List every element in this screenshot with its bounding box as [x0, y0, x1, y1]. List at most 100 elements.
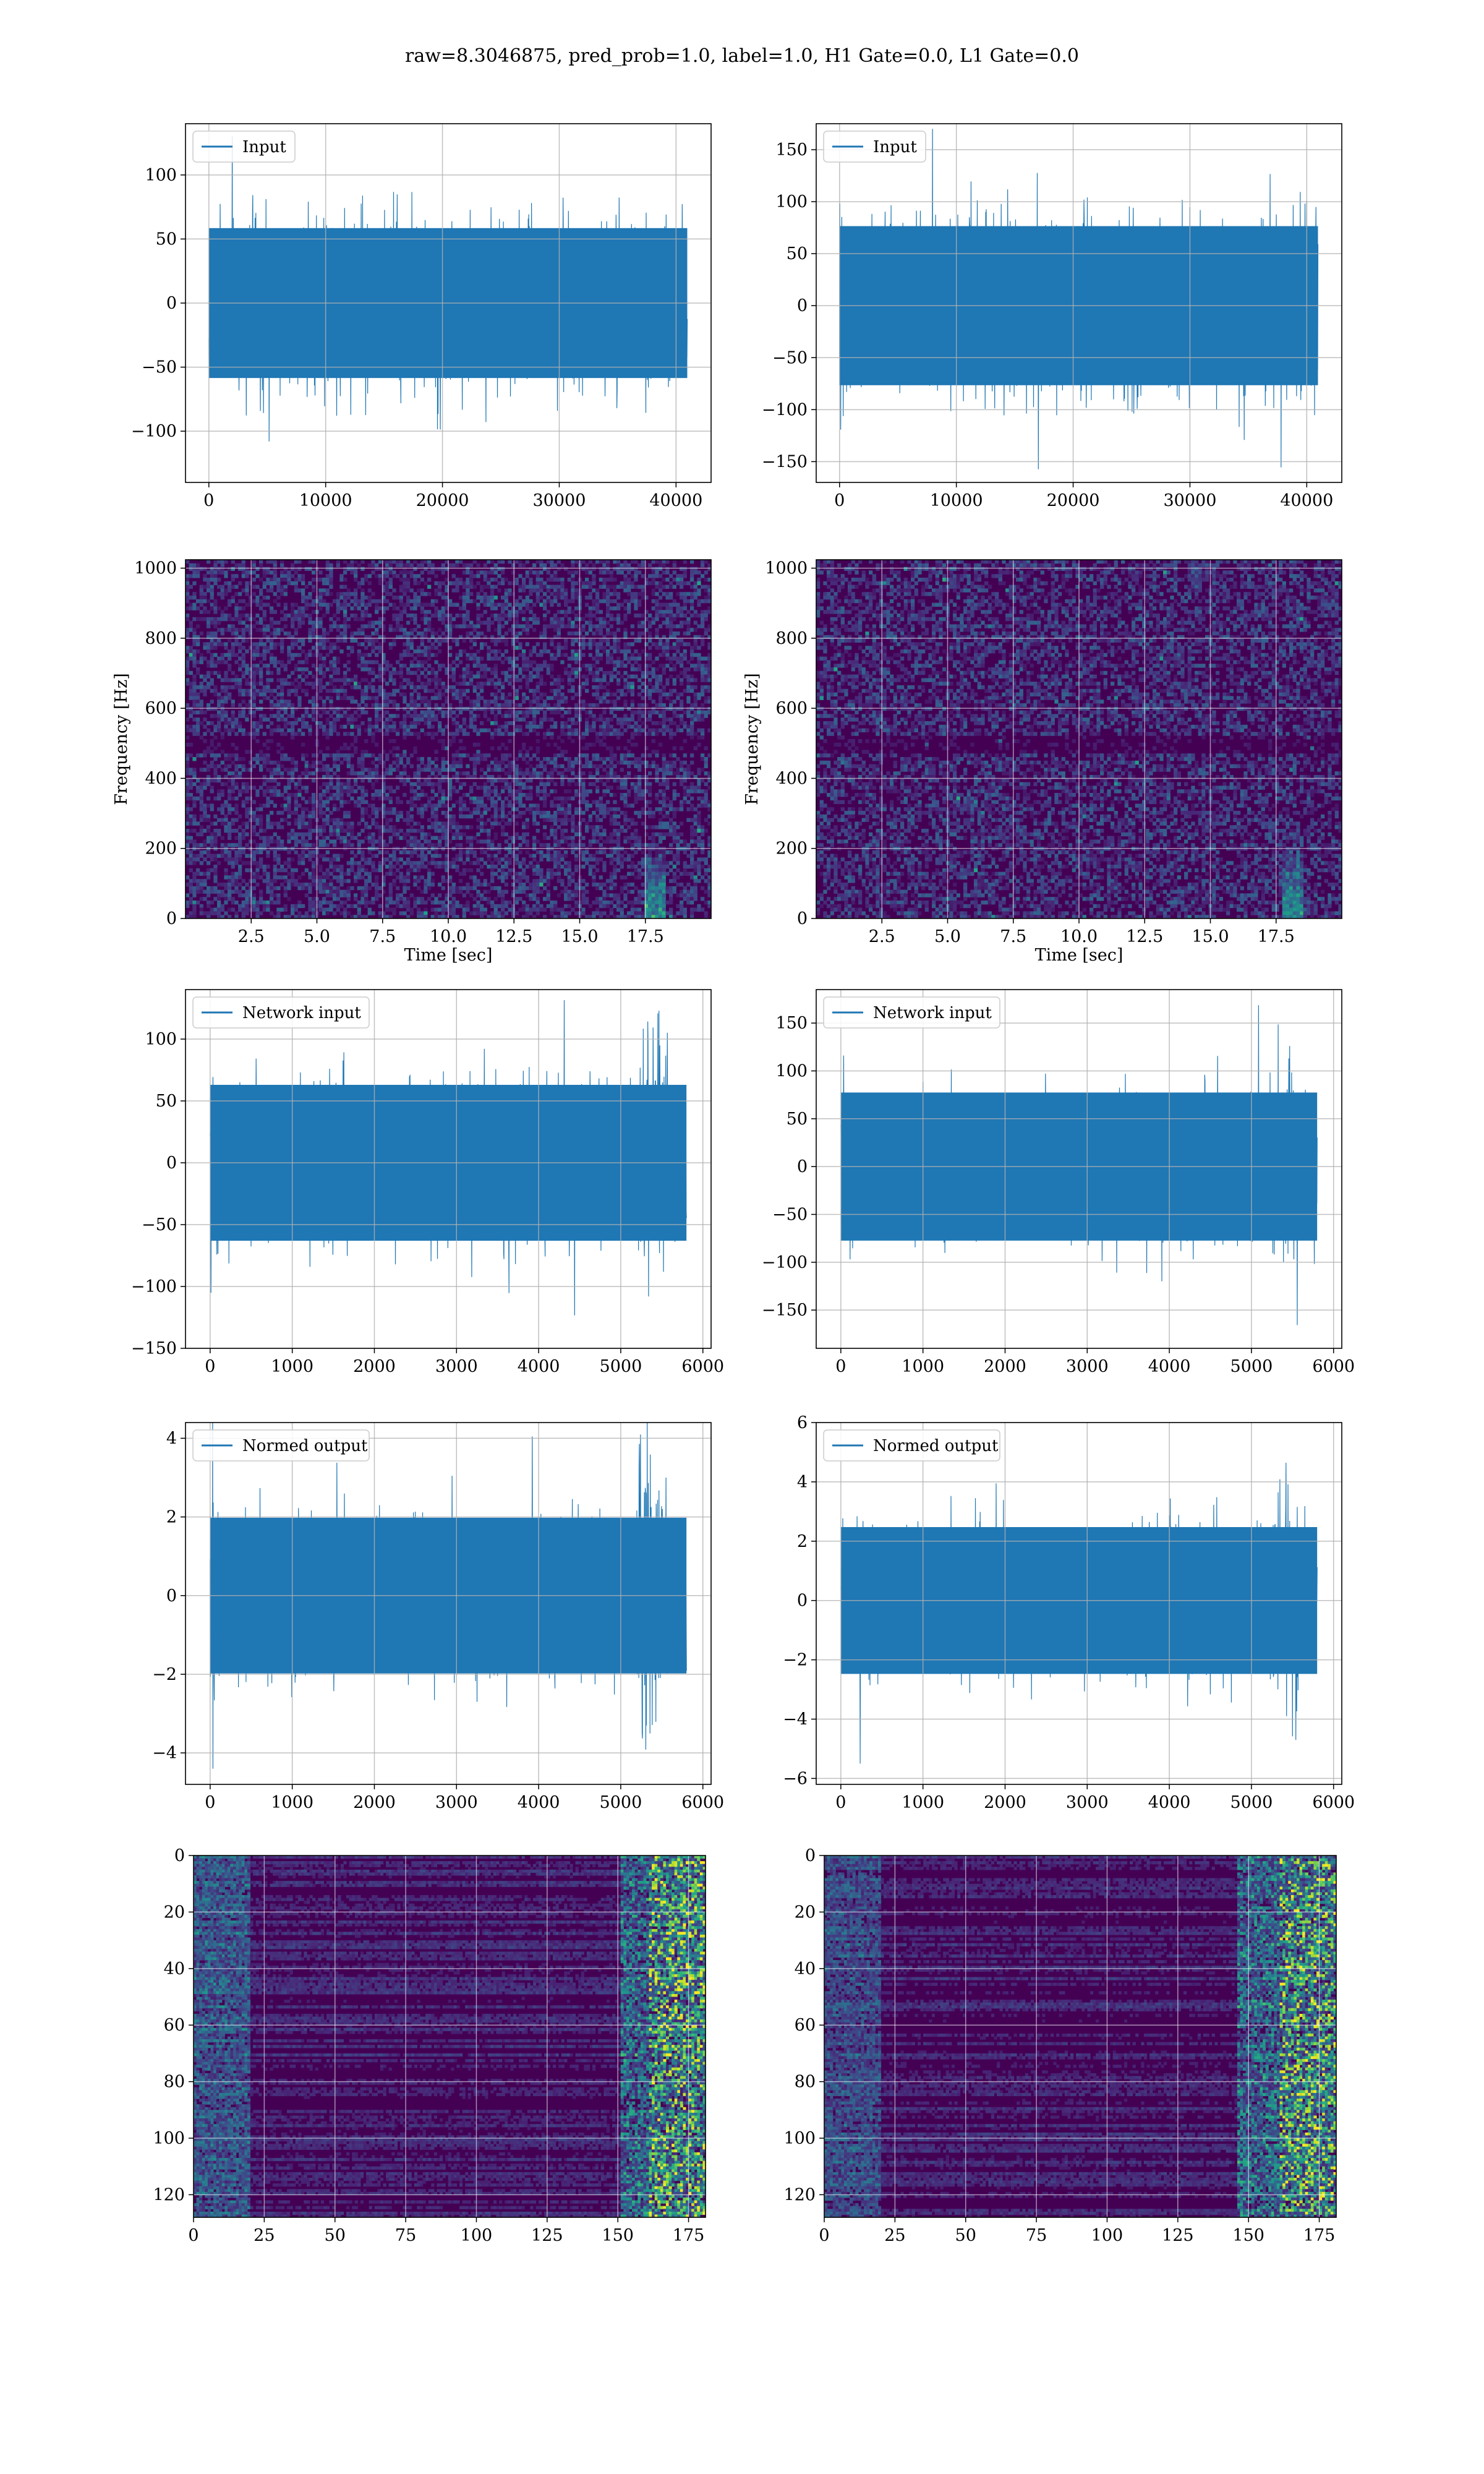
legend: Input	[192, 131, 296, 163]
x-tick-label: 0	[188, 2226, 198, 2245]
x-tick-label: 7.5	[369, 927, 396, 946]
y-tick-label: 100	[783, 2129, 816, 2148]
legend-box	[823, 996, 1000, 1029]
legend-box	[823, 131, 926, 163]
x-tick-label: 1000	[271, 1793, 313, 1812]
legend: Normed output	[823, 1429, 1000, 1462]
axes-frame	[193, 1855, 706, 2218]
x-tick-label: 75	[1026, 2226, 1047, 2245]
grid	[816, 124, 1342, 482]
x-tick-label: 20000	[416, 491, 469, 510]
y-tick-label: −2	[152, 1665, 177, 1684]
y-tick-label: 20	[795, 1903, 816, 1922]
x-tick-label: 40000	[1280, 491, 1333, 510]
x-tick-label: 40000	[649, 491, 702, 510]
x-tick-label: 12.5	[495, 927, 532, 946]
y-tick-label: 0	[797, 909, 808, 928]
y-tick-label: −100	[131, 1277, 177, 1296]
x-tick-label: 5.0	[934, 927, 961, 946]
panel-input-l1: 0 10000 20000 30000 40000 −150 −100 −50 0 50 100 15…	[762, 123, 1342, 510]
axes-frame	[185, 1422, 712, 1785]
legend-box	[192, 1429, 370, 1462]
y-tick-label: 400	[145, 769, 177, 788]
x-tick-label: 1000	[271, 1357, 313, 1376]
y-tick-label: 0	[797, 1591, 808, 1611]
heatmap-cells	[194, 1856, 706, 2217]
y-tick-label: 4	[797, 1473, 808, 1492]
y-tick-label: 0	[797, 296, 808, 315]
y-tick-label: 50	[156, 1092, 177, 1111]
plot-area	[186, 990, 711, 1348]
y-tick-label: −100	[131, 422, 177, 441]
y-tick-label: 120	[153, 2185, 185, 2204]
plot-area	[824, 1856, 1336, 2217]
x-tick-label: 50	[955, 2226, 976, 2245]
y-tick-label: 6	[797, 1413, 808, 1432]
x-tick-label: 175	[1303, 2226, 1336, 2245]
legend: Normed output	[192, 1429, 370, 1462]
y-tick-label: −2	[783, 1651, 808, 1670]
y-tick-label: 0	[166, 1586, 177, 1606]
x-tick-label: 30000	[532, 491, 586, 510]
panel-network-input-l1: 0 1000 2000 3000 4000 5000 6000 −150 −100 −50 0 50 1…	[762, 989, 1355, 1376]
legend-box	[192, 996, 370, 1029]
y-tick-label: 400	[775, 769, 808, 788]
y-tick-label: 100	[153, 2129, 185, 2148]
y-tick-label: 4	[166, 1429, 177, 1448]
x-tick-label: 4000	[518, 1357, 560, 1376]
y-tick-label: −4	[783, 1710, 808, 1729]
x-tick-label: 100	[1091, 2226, 1124, 2245]
y-tick-label: −50	[772, 348, 808, 367]
x-tick-label: 1000	[902, 1793, 944, 1812]
y-tick-label: 60	[795, 2016, 816, 2035]
x-tick-label: 25	[254, 2226, 275, 2245]
y-tick-label: 50	[787, 1110, 808, 1129]
axes-frame	[816, 989, 1342, 1349]
y-tick-label: 0	[166, 1154, 177, 1173]
y-tick-label: 80	[795, 2073, 816, 2092]
x-tick-label: 10.0	[1060, 927, 1098, 946]
grid	[186, 560, 711, 918]
panel-feature-map-h1: 0 25 50 75 100 125 150 175 0 20 40 60 80 100 120	[153, 1846, 706, 2245]
panel-feature-map-l1: 0 25 50 75 100 125 150 175 0 20 40 60 80 100 120	[783, 1846, 1337, 2245]
x-tick-label: 2000	[353, 1793, 396, 1812]
x-tick-label: 6000	[1312, 1357, 1355, 1376]
axes-frame	[185, 989, 712, 1349]
y-tick-label: 50	[787, 244, 808, 263]
x-tick-label: 75	[395, 2226, 416, 2245]
heatmap-cells	[824, 1856, 1336, 2217]
grid	[194, 1856, 706, 2217]
plot-area	[816, 560, 1342, 918]
x-tick-label: 10000	[299, 491, 352, 510]
y-tick-label: 0	[166, 909, 177, 928]
x-tick-label: 0	[835, 1793, 846, 1812]
legend-label: Normed output	[242, 1437, 368, 1455]
x-tick-label: 17.5	[627, 927, 664, 946]
legend-box	[823, 1429, 1000, 1462]
x-tick-label: 3000	[1066, 1357, 1109, 1376]
y-tick-label: 800	[775, 629, 808, 648]
x-tick-label: 15.0	[561, 927, 598, 946]
grid	[186, 1423, 711, 1784]
panel-normed-output-l1: 0 1000 2000 3000 4000 5000 6000 −6 −4 −2 0 2 4 6 Norme…	[783, 1413, 1355, 1812]
y-axis-label: Frequency [Hz]	[743, 673, 762, 805]
y-tick-label: 150	[775, 140, 808, 160]
y-tick-label: 100	[145, 166, 177, 185]
x-axis-label: Time [sec]	[1035, 946, 1124, 965]
panel-input-h1: 0 10000 20000 30000 40000 −100 −50 0 50 100 Input	[131, 123, 712, 510]
x-tick-label: 5000	[1230, 1357, 1273, 1376]
y-tick-label: −50	[142, 1215, 177, 1235]
legend-label: Input	[242, 138, 286, 156]
x-tick-label: 5000	[600, 1793, 642, 1812]
x-tick-label: 0	[203, 491, 214, 510]
x-tick-label: 150	[1232, 2226, 1264, 2245]
y-tick-label: −150	[131, 1339, 177, 1358]
y-tick-label: 0	[166, 294, 177, 313]
y-tick-label: −6	[783, 1769, 808, 1788]
legend-box	[192, 131, 296, 163]
x-tick-label: 6000	[1312, 1793, 1355, 1812]
x-tick-label: 0	[834, 491, 845, 510]
axes-frame	[816, 1422, 1342, 1785]
y-tick-label: 0	[174, 1846, 185, 1865]
